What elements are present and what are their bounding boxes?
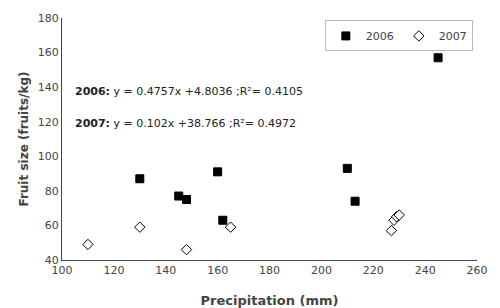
svg-text:200: 200 (311, 264, 332, 277)
svg-text:Fruit size (fruits/kg): Fruit size (fruits/kg) (17, 71, 31, 206)
svg-text:260: 260 (467, 264, 488, 277)
svg-text:220: 220 (363, 264, 384, 277)
svg-text:2006: y = 0.4757x +4.8036 ;R²=: 2006: y = 0.4757x +4.8036 ;R²= 0.4105 (75, 85, 303, 98)
svg-text:2007: 2007 (439, 30, 467, 43)
svg-text:160: 160 (207, 264, 228, 277)
svg-text:180: 180 (38, 12, 59, 25)
svg-text:240: 240 (415, 264, 436, 277)
svg-text:160: 160 (38, 46, 59, 59)
svg-text:140: 140 (38, 81, 59, 94)
svg-text:100: 100 (52, 264, 73, 277)
svg-text:60: 60 (45, 219, 59, 232)
svg-text:140: 140 (155, 264, 176, 277)
svg-text:Precipitation (mm): Precipitation (mm) (200, 293, 338, 308)
svg-text:120: 120 (38, 116, 59, 129)
svg-text:2007: y = 0.102x +38.766 ;R²=: 2007: y = 0.102x +38.766 ;R²= 0.4972 (75, 117, 296, 130)
svg-text:180: 180 (259, 264, 280, 277)
svg-text:80: 80 (45, 185, 59, 198)
svg-text:120: 120 (103, 264, 124, 277)
svg-text:100: 100 (38, 150, 59, 163)
svg-text:2006: 2006 (366, 30, 394, 43)
svg-text:40: 40 (45, 254, 59, 267)
